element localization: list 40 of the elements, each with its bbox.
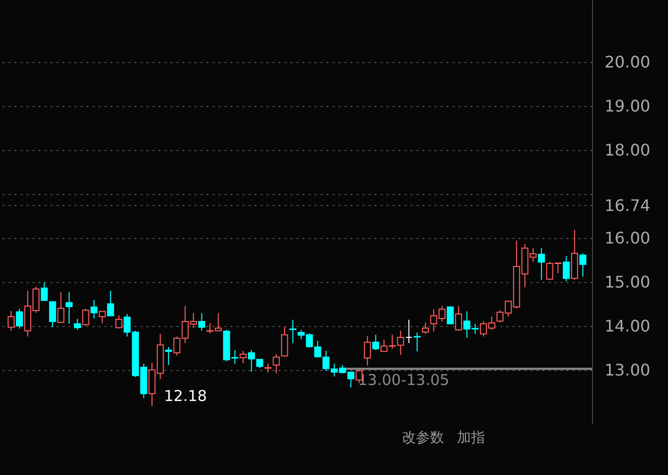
y-tick-label: 14.00 [604, 316, 650, 336]
candlestick [579, 252, 586, 278]
candlestick [66, 292, 73, 324]
y-tick-label: 16.00 [604, 228, 650, 248]
candlestick [414, 332, 421, 352]
text: 改参数 [402, 430, 444, 446]
candlestick [8, 310, 15, 332]
candlestick [165, 346, 172, 366]
candlestick [405, 319, 412, 344]
candlestick [281, 326, 288, 358]
y-tick-label: 20.00 [604, 52, 650, 72]
candlestick [422, 322, 429, 334]
candlestick [198, 312, 206, 332]
candlestick [16, 308, 23, 330]
band-label: 13.00-13.05 [358, 370, 450, 389]
candlestick [455, 306, 462, 332]
candlestick [49, 301, 56, 328]
candlestick [538, 248, 545, 280]
candlestick [372, 334, 380, 351]
y-tick-label: 19.00 [604, 96, 650, 116]
candlestick [98, 310, 106, 324]
y-tick-label: 16.74 [604, 196, 650, 215]
text: 加指 [457, 430, 485, 446]
candlestick [562, 255, 570, 282]
annotation: 12.18 [164, 386, 207, 405]
candlestick [240, 350, 247, 364]
candlestick [74, 318, 81, 330]
candlestick [364, 336, 371, 366]
y-tick-label: 18.00 [604, 140, 650, 160]
y-tick-label: 15.00 [604, 272, 650, 292]
candlestick [289, 319, 296, 344]
candlestick [90, 299, 98, 319]
candlestick [115, 314, 122, 330]
y-tick-label: 13.00 [604, 360, 650, 380]
candlestick [446, 306, 454, 324]
candlestick [57, 292, 64, 323]
candlestick [82, 308, 90, 326]
candlestick [40, 282, 48, 301]
candlestick [107, 290, 114, 316]
candlestick [272, 354, 280, 374]
